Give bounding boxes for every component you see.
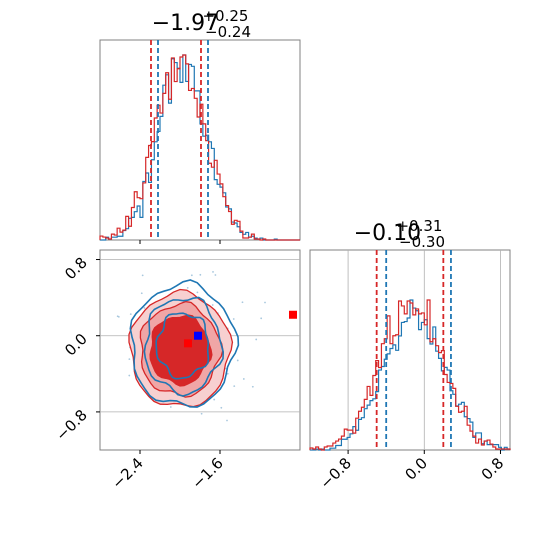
scatter-point <box>242 378 245 380</box>
x-tick-label-p2: 0.8 <box>478 454 508 484</box>
scatter-point <box>226 372 229 375</box>
title-value-p2: −0.10 <box>354 221 421 246</box>
y-tick-labels: −0.8 0.0 0.8 <box>52 254 100 444</box>
scatter-point <box>128 374 131 377</box>
quantile-lines-p1 <box>139 40 221 244</box>
x-tick-label-p2: −0.8 <box>316 454 354 492</box>
scatter-point <box>226 419 228 422</box>
scatter-point <box>236 359 239 362</box>
scatter-point <box>264 301 266 304</box>
scatter-point <box>169 406 172 408</box>
marker-points <box>184 310 297 348</box>
panel-frame-p2 <box>309 249 511 451</box>
scatter-point <box>143 307 146 309</box>
scatter-point <box>196 291 199 294</box>
y-tick-label: 0.0 <box>61 330 91 360</box>
histogram-line-primary-p1 <box>100 54 300 241</box>
contour-primary-inner <box>155 312 210 380</box>
x-tick-label: −1.6 <box>188 454 226 492</box>
title-plus-p1: +0.25 <box>202 7 248 25</box>
y-tick-label: 0.8 <box>61 254 91 284</box>
scatter-point <box>220 406 223 409</box>
x-tick-labels: −2.4 −1.6 <box>108 450 227 493</box>
x-tick-label-p2: 0.0 <box>402 454 432 484</box>
scatter-point <box>141 274 144 277</box>
scatter-point <box>260 317 263 320</box>
scatter-point <box>129 313 132 316</box>
scatter-point <box>117 315 120 318</box>
histogram-line-primary-p2 <box>310 299 511 451</box>
x-tick-labels-p2: −0.8 0.0 0.8 <box>316 450 507 493</box>
y-tick-label: −0.8 <box>52 406 90 444</box>
contour-panel: −0.8 0.0 0.8 −2.4 −1.6 <box>52 249 301 493</box>
scatter-point <box>212 271 214 273</box>
scatter-point <box>190 274 193 277</box>
histogram-line-secondary-p2 <box>309 299 511 451</box>
scatter-point <box>214 274 217 276</box>
scatter-point <box>241 301 244 304</box>
scatter-point <box>232 318 235 320</box>
gridlines-p2 <box>347 250 501 450</box>
scatter-point <box>140 292 143 295</box>
marker-secondary <box>184 339 192 348</box>
histogram-series-p2 <box>309 299 511 451</box>
histogram-line-secondary-p1 <box>99 54 300 241</box>
title-value-p1: −1.97 <box>152 11 219 36</box>
contour-primary-mid <box>143 296 225 397</box>
panel-frame-p1 <box>99 39 301 241</box>
title-p1: −1.97 +0.25 −0.24 <box>152 6 254 41</box>
title-minus-p1: −0.24 <box>205 23 251 41</box>
histogram-panel-p1: −1.97 +0.25 −0.24 <box>99 6 301 244</box>
scatter-point <box>251 385 254 388</box>
marker-primary <box>194 331 202 340</box>
scatter-point <box>200 412 203 415</box>
histogram-series-p1 <box>99 54 300 241</box>
title-p2: −0.10 +0.31 −0.30 <box>354 216 448 251</box>
scatter-point <box>233 385 236 388</box>
title-plus-p2: +0.31 <box>396 217 442 235</box>
panel-frame-2d <box>99 249 301 451</box>
quantile-lines-p2 <box>375 250 452 450</box>
histogram-panel-p2: −0.8 0.0 0.8 −0.10 +0.31 −0.30 <box>309 216 511 493</box>
x-tick-label: −2.4 <box>108 454 146 492</box>
scatter-point <box>199 273 202 276</box>
scatter-point <box>128 358 131 360</box>
scatter-point <box>213 398 216 401</box>
scatter-point <box>211 304 214 306</box>
scatter-point <box>186 287 189 289</box>
contour-primary-outer <box>129 279 240 408</box>
marker-secondary <box>289 310 297 319</box>
contour-levels <box>128 279 240 408</box>
scatter-point <box>255 338 258 341</box>
title-minus-p2: −0.30 <box>399 233 445 251</box>
